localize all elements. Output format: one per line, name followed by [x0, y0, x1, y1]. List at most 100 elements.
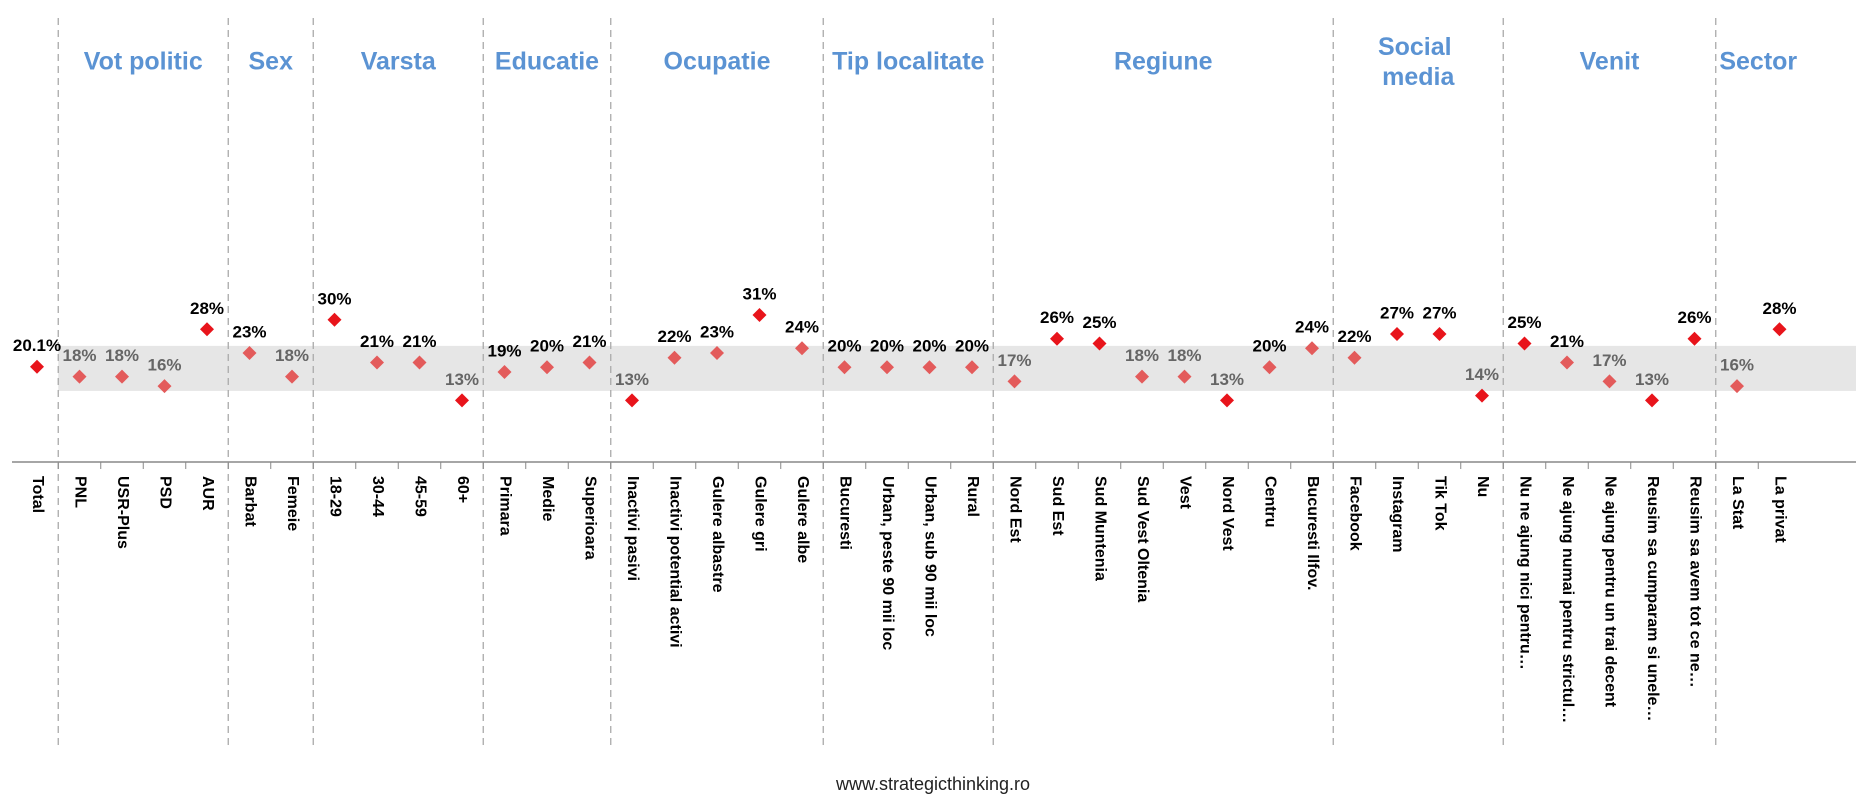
category-label: Gulere gri [751, 476, 768, 552]
band [58, 345, 1856, 391]
category-label: Medie [539, 476, 556, 521]
marker [370, 355, 384, 370]
marker [1007, 374, 1022, 389]
value-label: 26% [1040, 308, 1074, 327]
category-label: Ne ajung pentru un trai decent [1601, 476, 1618, 708]
category-label: Sud Est [1049, 476, 1066, 536]
group-header: Sector [1719, 48, 1797, 76]
marker [1135, 369, 1149, 384]
value-label: 25% [1082, 313, 1116, 332]
group-header: Venit [1580, 48, 1640, 76]
group-header: Sex [249, 48, 294, 76]
category-label: Inactivi pasivi [624, 476, 641, 581]
category-label: Rural [964, 476, 981, 517]
value-label: 13% [1210, 370, 1244, 389]
category-label: Inactivi potential activi [666, 476, 683, 648]
value-label: 31% [742, 285, 776, 304]
marker [115, 369, 129, 384]
value-label: 13% [615, 370, 649, 389]
category-label: 18-29 [326, 476, 343, 517]
band-layer [58, 345, 1856, 391]
category-label: Gulere albe [794, 476, 811, 563]
value-label: 20% [870, 337, 904, 356]
marker [795, 341, 809, 356]
marker [1432, 327, 1447, 342]
category-label: Sud Vest Oltenia [1134, 476, 1151, 602]
value-label: 23% [232, 322, 266, 341]
marker [157, 379, 172, 394]
marker [200, 322, 214, 337]
category-label: Nord Vest [1219, 476, 1236, 551]
category-label: Barbat [241, 476, 258, 527]
category-label: Instagram [1389, 476, 1406, 552]
value-label: 27% [1380, 304, 1414, 323]
value-label: 18% [105, 346, 139, 365]
marker [1517, 336, 1532, 351]
marker [1050, 331, 1064, 346]
group-header: Educatie [495, 48, 599, 76]
value-label: 18% [1125, 346, 1159, 365]
mark-layer [30, 308, 1787, 408]
category-label: Facebook [1346, 476, 1363, 551]
marker [1772, 322, 1787, 337]
marker [1645, 393, 1659, 408]
category-label: Nord Est [1006, 476, 1023, 543]
category-label: USR-Plus [114, 476, 131, 549]
value-label: 20% [530, 337, 564, 356]
value-label: 18% [1167, 346, 1201, 365]
value-label: 19% [487, 341, 521, 360]
marker [667, 350, 682, 365]
marker [1220, 393, 1234, 408]
value-label: 21% [572, 332, 606, 351]
group-header: Regiune [1114, 48, 1213, 76]
marker [1177, 369, 1192, 384]
marker [242, 345, 257, 360]
category-label: PNL [71, 476, 88, 508]
value-label: 24% [785, 318, 819, 337]
marker [1262, 360, 1277, 375]
marker [1475, 388, 1489, 403]
value-label: 17% [997, 351, 1031, 370]
marker [327, 312, 342, 327]
marker [412, 355, 427, 370]
value-label: 13% [1635, 370, 1669, 389]
value-label: 21% [1550, 332, 1584, 351]
value-label: 17% [1592, 351, 1626, 370]
value-label: 20% [1252, 337, 1286, 356]
group-header: Tip localitate [832, 48, 984, 76]
group-header: Vot politic [84, 48, 203, 76]
marker [837, 360, 852, 375]
category-label: La Stat [1729, 476, 1746, 530]
category-label: PSD [156, 476, 173, 509]
category-label: Urban, sub 90 mii loc [921, 476, 938, 637]
value-label: 20.1% [13, 336, 61, 355]
marker [922, 360, 937, 375]
value-label: 20% [827, 337, 861, 356]
category-label: Reusim sa avem tot ce ne… [1686, 476, 1703, 688]
value-label: 23% [700, 322, 734, 341]
marker [285, 369, 299, 384]
category-label: Tik Tok [1431, 476, 1448, 531]
group-header: Ocupatie [664, 48, 771, 76]
value-label: 27% [1422, 304, 1456, 323]
marker [965, 360, 979, 375]
category-label: Ne ajung numai pentru strictul… [1559, 476, 1576, 723]
marker [880, 360, 894, 375]
marker [625, 393, 639, 408]
category-label: Bucuresti [836, 476, 853, 550]
category-label: Total [29, 476, 46, 513]
value-label: 22% [1337, 327, 1371, 346]
marker [1347, 350, 1362, 365]
category-label: La privat [1771, 476, 1788, 543]
marker [30, 359, 44, 374]
marker [497, 364, 512, 379]
category-label: Primara [496, 476, 513, 536]
value-label: 14% [1465, 365, 1499, 384]
value-label: 16% [1720, 356, 1754, 375]
category-label: 30-44 [369, 476, 386, 517]
category-label: AUR [199, 476, 216, 511]
value-label: 28% [1762, 299, 1796, 318]
marker [540, 360, 554, 375]
value-label: 18% [275, 346, 309, 365]
value-label: 20% [912, 337, 946, 356]
